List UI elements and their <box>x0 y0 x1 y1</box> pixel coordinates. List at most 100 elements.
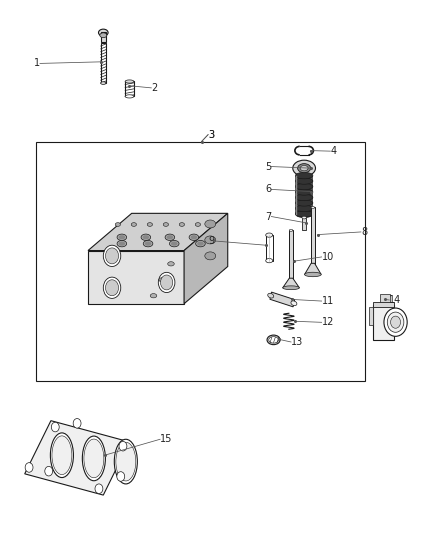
Ellipse shape <box>268 293 274 298</box>
Ellipse shape <box>295 211 313 217</box>
Ellipse shape <box>143 235 149 239</box>
Text: 3: 3 <box>208 130 214 140</box>
Ellipse shape <box>295 200 313 206</box>
Text: 8: 8 <box>361 227 367 237</box>
Bar <box>372 304 394 340</box>
Ellipse shape <box>266 233 273 237</box>
Ellipse shape <box>300 165 308 171</box>
Bar <box>35 142 365 381</box>
Text: 14: 14 <box>389 295 402 305</box>
Text: 10: 10 <box>321 252 334 262</box>
Bar <box>302 217 306 230</box>
Text: 11: 11 <box>321 296 334 306</box>
Ellipse shape <box>84 439 104 478</box>
Ellipse shape <box>295 172 313 179</box>
Circle shape <box>117 472 125 481</box>
Ellipse shape <box>297 164 311 173</box>
Ellipse shape <box>101 82 106 84</box>
Ellipse shape <box>295 194 313 200</box>
Text: 5: 5 <box>265 161 272 172</box>
Ellipse shape <box>295 189 313 195</box>
Polygon shape <box>88 251 184 304</box>
Bar <box>380 294 390 302</box>
Text: 15: 15 <box>160 434 173 445</box>
Ellipse shape <box>143 240 153 247</box>
Ellipse shape <box>295 178 313 184</box>
Ellipse shape <box>269 337 279 343</box>
Circle shape <box>45 466 53 476</box>
Polygon shape <box>283 278 299 288</box>
Ellipse shape <box>295 183 313 190</box>
Text: 12: 12 <box>321 317 334 327</box>
Bar <box>270 292 295 307</box>
Bar <box>295 175 313 214</box>
Ellipse shape <box>166 235 173 239</box>
Ellipse shape <box>159 278 166 282</box>
Ellipse shape <box>114 439 138 484</box>
Ellipse shape <box>147 223 152 227</box>
Ellipse shape <box>266 259 273 263</box>
Bar <box>266 235 273 261</box>
Text: 13: 13 <box>291 337 303 347</box>
Ellipse shape <box>106 280 119 296</box>
Ellipse shape <box>179 223 184 227</box>
Text: 4: 4 <box>330 146 336 156</box>
Text: 6: 6 <box>265 184 272 195</box>
Circle shape <box>384 308 407 336</box>
Ellipse shape <box>168 262 174 266</box>
Ellipse shape <box>170 240 179 247</box>
Ellipse shape <box>302 216 306 219</box>
Ellipse shape <box>205 220 216 228</box>
Bar <box>101 43 106 83</box>
Circle shape <box>25 463 33 472</box>
Ellipse shape <box>141 234 151 240</box>
Ellipse shape <box>165 234 175 240</box>
Bar <box>369 307 373 325</box>
Ellipse shape <box>158 272 175 293</box>
Ellipse shape <box>283 286 299 289</box>
Ellipse shape <box>117 240 127 247</box>
Circle shape <box>387 312 404 332</box>
Ellipse shape <box>289 229 293 231</box>
Ellipse shape <box>150 294 157 298</box>
Text: 7: 7 <box>265 212 272 222</box>
Circle shape <box>95 484 103 494</box>
Circle shape <box>119 441 127 451</box>
Bar <box>372 302 394 307</box>
Ellipse shape <box>196 240 205 247</box>
Ellipse shape <box>163 223 169 227</box>
Ellipse shape <box>131 223 137 227</box>
Bar <box>311 207 314 267</box>
Ellipse shape <box>125 80 134 83</box>
Circle shape <box>391 316 400 328</box>
Ellipse shape <box>267 335 280 345</box>
Ellipse shape <box>103 277 121 298</box>
Ellipse shape <box>99 29 108 36</box>
Text: 1: 1 <box>34 59 40 68</box>
Ellipse shape <box>160 275 173 290</box>
Bar <box>101 32 106 42</box>
Ellipse shape <box>119 235 125 239</box>
Ellipse shape <box>115 223 120 227</box>
Ellipse shape <box>205 252 216 260</box>
Ellipse shape <box>103 245 121 266</box>
Ellipse shape <box>189 234 199 240</box>
Ellipse shape <box>197 241 204 246</box>
Ellipse shape <box>191 235 197 239</box>
Ellipse shape <box>117 234 127 240</box>
Ellipse shape <box>295 205 313 212</box>
Ellipse shape <box>304 272 321 277</box>
Ellipse shape <box>100 33 107 38</box>
Ellipse shape <box>291 301 297 305</box>
Ellipse shape <box>52 436 72 474</box>
Ellipse shape <box>116 442 136 481</box>
Ellipse shape <box>311 206 314 208</box>
Ellipse shape <box>171 241 177 246</box>
Ellipse shape <box>295 210 313 217</box>
Bar <box>289 230 293 281</box>
Bar <box>125 82 134 96</box>
Text: 9: 9 <box>208 236 215 246</box>
Ellipse shape <box>145 241 151 246</box>
Circle shape <box>51 422 59 432</box>
Text: 2: 2 <box>151 83 158 93</box>
